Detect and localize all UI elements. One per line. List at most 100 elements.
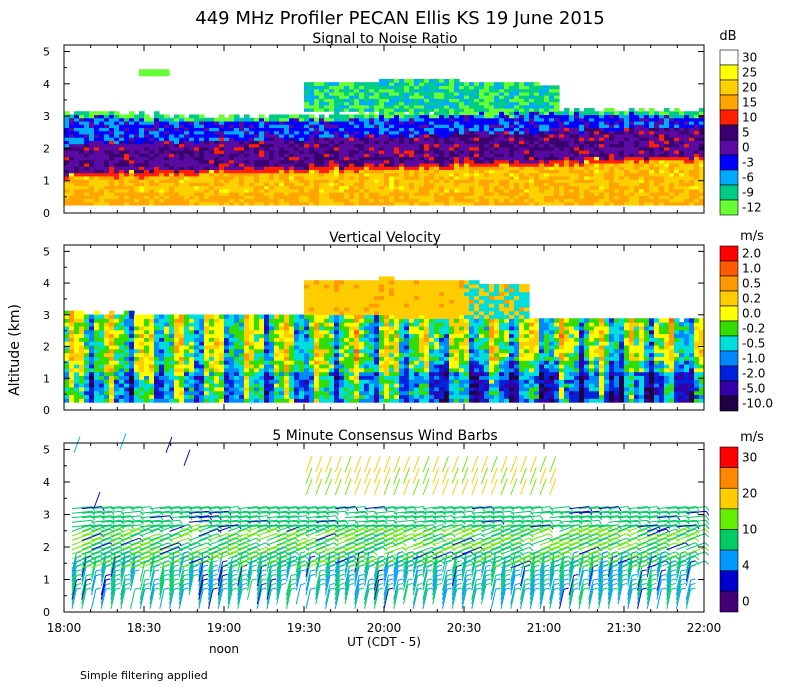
vv-cell (184, 360, 190, 365)
snr-cell (184, 146, 190, 151)
snr-cell (399, 172, 405, 177)
snr-cell (539, 150, 545, 154)
snr-cell (344, 150, 350, 154)
snr-cell (294, 169, 300, 174)
snr-cell (479, 150, 485, 154)
snr-cell (129, 117, 135, 122)
snr-cell (494, 192, 500, 196)
snr-cell (109, 130, 115, 135)
snr-cell (349, 101, 355, 106)
snr-cell (539, 156, 545, 161)
vv-cell (104, 383, 110, 388)
snr-cell (384, 117, 390, 122)
snr-cell (164, 146, 170, 151)
snr-cell (309, 85, 315, 90)
snr-cell (139, 111, 145, 116)
vv-cell (194, 367, 200, 373)
snr-cell (79, 188, 85, 193)
vv-cell (84, 375, 90, 380)
snr-cell (189, 188, 195, 193)
snr-cell (189, 143, 195, 148)
snr-cell (184, 143, 190, 148)
snr-cell (264, 172, 270, 177)
snr-cell (454, 175, 460, 180)
snr-cell (544, 124, 550, 128)
snr-cell (524, 124, 530, 128)
snr-cell (549, 98, 555, 103)
snr-cell (189, 137, 195, 141)
snr-cell (304, 127, 310, 132)
vv-cell (144, 371, 150, 377)
vv-cell (189, 314, 195, 319)
snr-cell (64, 169, 70, 174)
snr-cell (529, 198, 535, 203)
snr-cell (149, 130, 155, 135)
vv-cell (154, 333, 160, 338)
snr-cell (419, 201, 425, 206)
snr-cell (189, 114, 195, 119)
snr-cell (374, 130, 380, 135)
snr-cell (489, 156, 495, 161)
snr-cell (99, 127, 105, 132)
snr-cell (119, 130, 125, 135)
snr-cell (304, 153, 310, 158)
snr-cell (519, 182, 525, 187)
vv-cell (69, 322, 75, 327)
snr-cell (144, 120, 150, 125)
snr-cell (429, 78, 435, 83)
snr-cell (284, 198, 290, 203)
snr-cell (154, 172, 160, 177)
snr-cell (484, 162, 490, 167)
snr-cell (379, 85, 385, 90)
snr-cell (94, 159, 100, 164)
snr-cell (404, 91, 410, 96)
colorbar-label: 25 (742, 66, 757, 80)
vv-cell (174, 383, 180, 388)
snr-cell (174, 140, 180, 145)
vv-cell (124, 371, 130, 377)
vv-cell (124, 356, 130, 361)
vv-cell (94, 375, 100, 380)
snr-cell (389, 133, 395, 138)
snr-cell (534, 159, 540, 164)
vv-cell (144, 337, 150, 342)
snr-cell (149, 140, 155, 145)
snr-cell (549, 117, 555, 122)
snr-cell (469, 124, 475, 128)
snr-cell (454, 117, 460, 122)
snr-cell (314, 198, 320, 203)
snr-cell (419, 111, 425, 116)
vv-cell (144, 394, 150, 399)
vv-cell (109, 371, 115, 377)
snr-cell (69, 130, 75, 135)
vv-cell (199, 325, 205, 331)
vv-cell (129, 375, 135, 380)
snr-cell (449, 85, 455, 90)
snr-cell (479, 120, 485, 125)
snr-cell (519, 195, 525, 200)
snr-cell (339, 104, 345, 109)
snr-cell (244, 198, 250, 203)
snr-cell (494, 140, 500, 145)
snr-cell (139, 137, 145, 141)
snr-cell (164, 153, 170, 158)
snr-cell (369, 137, 375, 141)
vv-cell (179, 375, 185, 380)
vv-cell (99, 348, 105, 354)
snr-cell (274, 153, 280, 158)
snr-cell (404, 140, 410, 145)
snr-cell (234, 143, 240, 148)
snr-cell (114, 120, 120, 125)
snr-cell (194, 188, 200, 193)
snr-cell (394, 153, 400, 158)
snr-cell (374, 98, 380, 103)
vv-cell (109, 356, 115, 361)
vv-cell (174, 394, 180, 399)
snr-cell (204, 120, 210, 125)
snr-cell (414, 188, 420, 193)
snr-cell (299, 153, 305, 158)
snr-cell (319, 101, 325, 106)
snr-cell (219, 195, 225, 200)
snr-cell (304, 201, 310, 206)
snr-cell (114, 111, 120, 116)
